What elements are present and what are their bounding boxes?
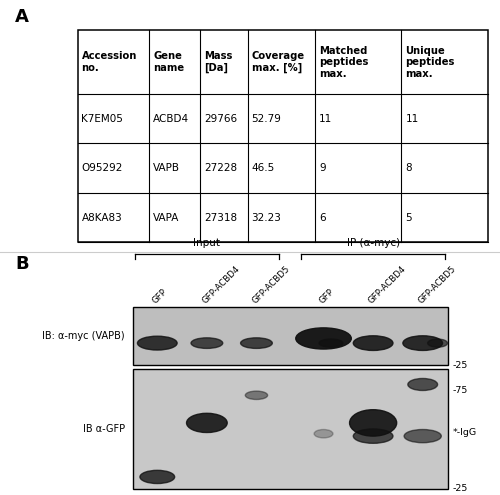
Ellipse shape [428,339,448,347]
Text: A8KA83: A8KA83 [82,213,122,223]
Ellipse shape [403,336,442,350]
Ellipse shape [319,339,343,347]
Text: Mass
[Da]: Mass [Da] [204,51,233,73]
Text: GFP: GFP [151,288,169,306]
Text: 5: 5 [406,213,412,223]
Text: 11: 11 [406,114,418,124]
Ellipse shape [314,430,333,438]
Text: 46.5: 46.5 [252,163,275,173]
Text: Unique
peptides
max.: Unique peptides max. [406,46,455,79]
Text: 52.79: 52.79 [252,114,282,124]
Text: 11: 11 [320,114,332,124]
Text: GFP: GFP [317,288,336,306]
Ellipse shape [408,379,438,391]
Text: 9: 9 [320,163,326,173]
Text: 29766: 29766 [204,114,238,124]
Ellipse shape [350,410,397,436]
Text: O95292: O95292 [82,163,123,173]
Text: Gene
name: Gene name [153,51,184,73]
Text: *-IgG: *-IgG [452,428,476,437]
Text: Accession
no.: Accession no. [82,51,137,73]
Text: -25: -25 [452,485,468,494]
Text: 27228: 27228 [204,163,238,173]
Text: Input: Input [194,238,220,248]
Text: 8: 8 [406,163,412,173]
Text: 27318: 27318 [204,213,238,223]
Text: IB: α-myc (VAPB): IB: α-myc (VAPB) [42,331,125,341]
Text: B: B [15,255,28,273]
Ellipse shape [404,430,442,443]
Text: GFP-ACBD5: GFP-ACBD5 [416,264,458,306]
Text: -75: -75 [452,386,468,395]
Text: GFP-ACBD5: GFP-ACBD5 [250,264,292,306]
Ellipse shape [191,338,222,348]
Text: GFP-ACBD4: GFP-ACBD4 [367,264,408,306]
Text: IB α-GFP: IB α-GFP [83,424,125,434]
Bar [132,307,448,365]
Text: Coverage
max. [%]: Coverage max. [%] [252,51,305,73]
Ellipse shape [296,328,352,349]
Ellipse shape [354,336,393,350]
Ellipse shape [138,336,177,350]
Text: Matched
peptides
max.: Matched peptides max. [320,46,368,79]
Text: VAPA: VAPA [153,213,180,223]
Ellipse shape [354,429,393,444]
Ellipse shape [140,470,174,484]
Ellipse shape [240,338,272,348]
Ellipse shape [246,391,268,399]
Text: K7EM05: K7EM05 [82,114,124,124]
Text: 32.23: 32.23 [252,213,282,223]
Text: ACBD4: ACBD4 [153,114,190,124]
Bar [132,369,448,489]
Text: -25: -25 [452,361,468,370]
Text: GFP-ACBD4: GFP-ACBD4 [200,264,242,306]
Ellipse shape [186,413,227,433]
Text: IP (α-myc): IP (α-myc) [346,238,400,248]
Text: A: A [15,7,29,26]
Text: 6: 6 [320,213,326,223]
Bar [78,30,488,243]
Text: VAPB: VAPB [153,163,180,173]
